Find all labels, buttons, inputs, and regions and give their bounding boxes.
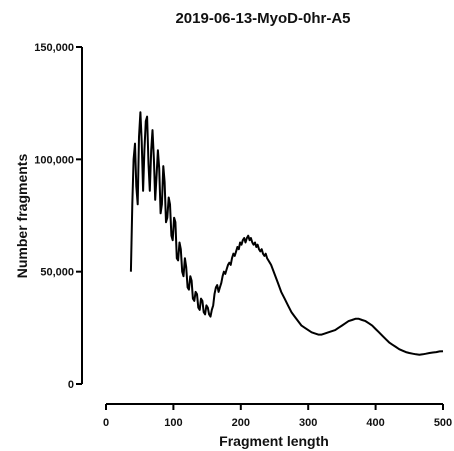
y-ticks: 0 50,000 100,000 150,000: [34, 42, 82, 391]
x-axis-label: Fragment length: [219, 433, 329, 449]
y-tick-label: 150,000: [34, 42, 74, 54]
series-line: [129, 111, 444, 356]
series-group: [129, 111, 444, 356]
y-tick-label: 0: [68, 379, 74, 391]
y-axis-label: Number fragments: [14, 154, 30, 279]
x-ticks: 0 100 200 300 400 500: [103, 404, 452, 429]
y-tick-label: 50,000: [40, 267, 74, 279]
chart-title: 2019-06-13-MyoD-0hr-A5: [175, 10, 350, 27]
y-tick-label: 100,000: [34, 154, 74, 166]
x-tick-label: 200: [232, 417, 250, 429]
x-tick-label: 500: [434, 417, 452, 429]
x-tick-label: 400: [366, 417, 384, 429]
x-tick-label: 100: [164, 417, 182, 429]
x-tick-label: 0: [103, 417, 109, 429]
x-tick-label: 300: [299, 417, 317, 429]
